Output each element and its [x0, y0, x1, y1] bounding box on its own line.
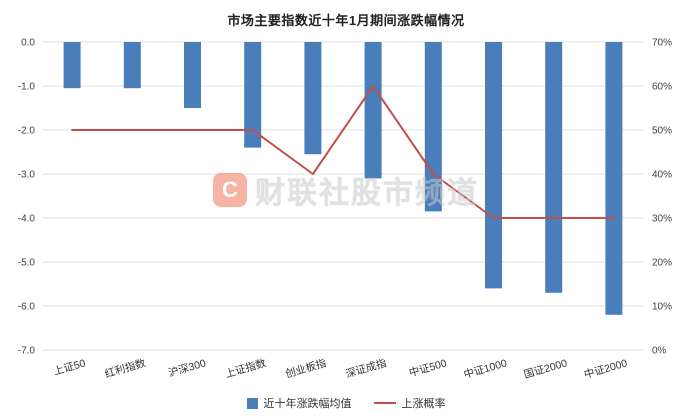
chart-title: 市场主要指数近十年1月期间涨跌幅情况: [227, 13, 465, 28]
x-axis-label-中证2000: 中证2000: [583, 356, 629, 381]
x-axis-label-创业板指: 创业板指: [284, 356, 328, 380]
right-axis-tick-label: 50%: [652, 126, 672, 137]
bar-series-swatch-icon: [246, 397, 258, 409]
bar-中证2000: [605, 42, 623, 315]
left-axis-tick-label: -6.0: [18, 302, 36, 313]
x-axis-label-国证2000: 国证2000: [523, 357, 569, 381]
bar-中证500: [424, 42, 442, 212]
bar-中证1000: [485, 42, 502, 289]
right-axis-tick-label: 20%: [652, 258, 672, 269]
legend-item-line: 上涨概率: [373, 395, 446, 411]
legend-bar-label: 近十年涨跌幅均值: [263, 398, 352, 410]
x-axis-label-沪深300: 沪深300: [167, 356, 208, 379]
right-axis-tick-label: 60%: [652, 82, 672, 93]
x-axis-label-深证成指: 深证成指: [344, 356, 388, 380]
x-axis-label-中证1000: 中证1000: [462, 356, 508, 381]
left-axis-tick-label: -4.0: [18, 214, 36, 225]
probability-line: [71, 85, 615, 219]
left-axis-tick-label: -7.0: [18, 346, 36, 357]
left-axis-tick-label: -3.0: [18, 170, 36, 181]
left-axis-tick-label: 0.0: [21, 38, 35, 49]
right-axis-tick-label: 70%: [652, 38, 672, 49]
bar-红利指数: [123, 42, 141, 89]
bar-沪深300: [184, 42, 201, 108]
x-axis-label-上证指数: 上证指数: [224, 356, 268, 380]
right-axis-tick-label: 30%: [652, 214, 672, 225]
right-axis-tick-label: 10%: [652, 302, 672, 313]
left-axis-tick-label: -5.0: [18, 258, 36, 269]
bar-上证50: [63, 42, 81, 89]
legend-item-bar: 近十年涨跌幅均值: [246, 395, 352, 411]
bar-深证成指: [364, 42, 382, 179]
line-series-swatch-icon: [373, 402, 396, 404]
left-axis-tick-label: -2.0: [18, 126, 36, 137]
left-axis-tick-label: -1.0: [18, 82, 36, 93]
legend-line-label: 上涨概率: [401, 398, 446, 410]
right-axis-tick-label: 40%: [652, 170, 672, 181]
bar-国证2000: [545, 42, 563, 293]
x-axis-label-上证50: 上证50: [52, 357, 87, 378]
x-axis-label-中证500: 中证500: [408, 356, 449, 379]
bar-上证指数: [244, 42, 262, 148]
legend: 近十年涨跌幅均值 上涨概率: [0, 395, 692, 411]
right-axis-tick-label: 0%: [652, 346, 667, 357]
bar-创业板指: [304, 42, 322, 155]
x-axis-label-红利指数: 红利指数: [103, 356, 147, 380]
